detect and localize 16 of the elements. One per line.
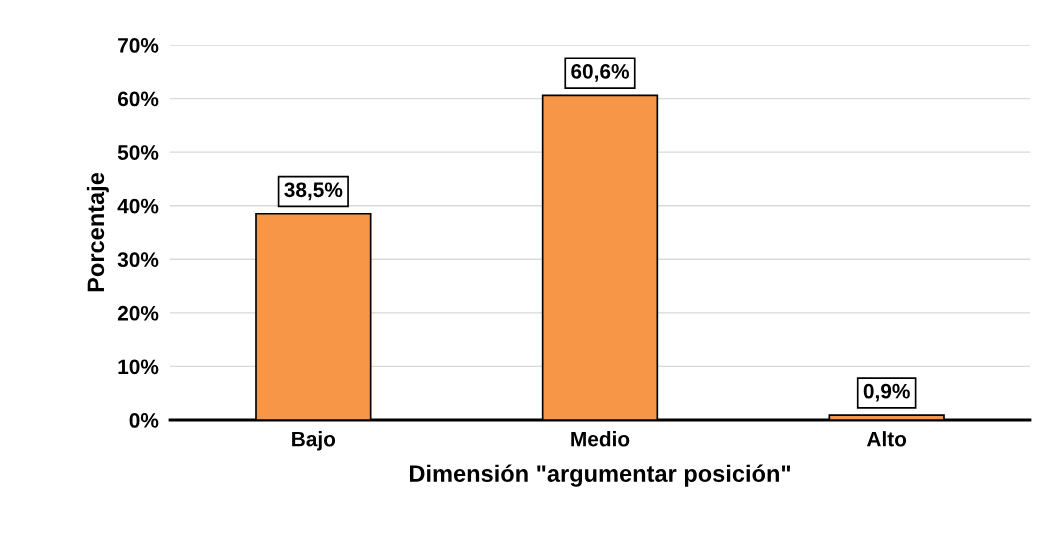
data-label: 0,9%	[863, 383, 910, 402]
x-axis-title: Dimensión "argumentar posición"	[410, 464, 791, 487]
x-tick-label: Medio	[571, 431, 630, 447]
y-tick-label: 30%	[117, 252, 159, 268]
y-tick-label: 70%	[118, 38, 159, 53]
y-tick-label: 0%	[129, 413, 159, 428]
y-axis-title: Porcentaje	[86, 172, 109, 292]
y-tick-label: 50%	[117, 145, 159, 160]
x-tick-label: Alto	[866, 431, 907, 447]
y-tick-label: 20%	[117, 305, 159, 321]
data-label: 60,6%	[571, 63, 629, 82]
data-label: 38,5%	[284, 182, 343, 201]
y-tick-label: 60%	[117, 91, 159, 107]
y-tick-label: 40%	[117, 198, 159, 214]
y-tick-label: 10%	[118, 359, 159, 375]
x-tick-label: Bajo	[292, 431, 336, 451]
